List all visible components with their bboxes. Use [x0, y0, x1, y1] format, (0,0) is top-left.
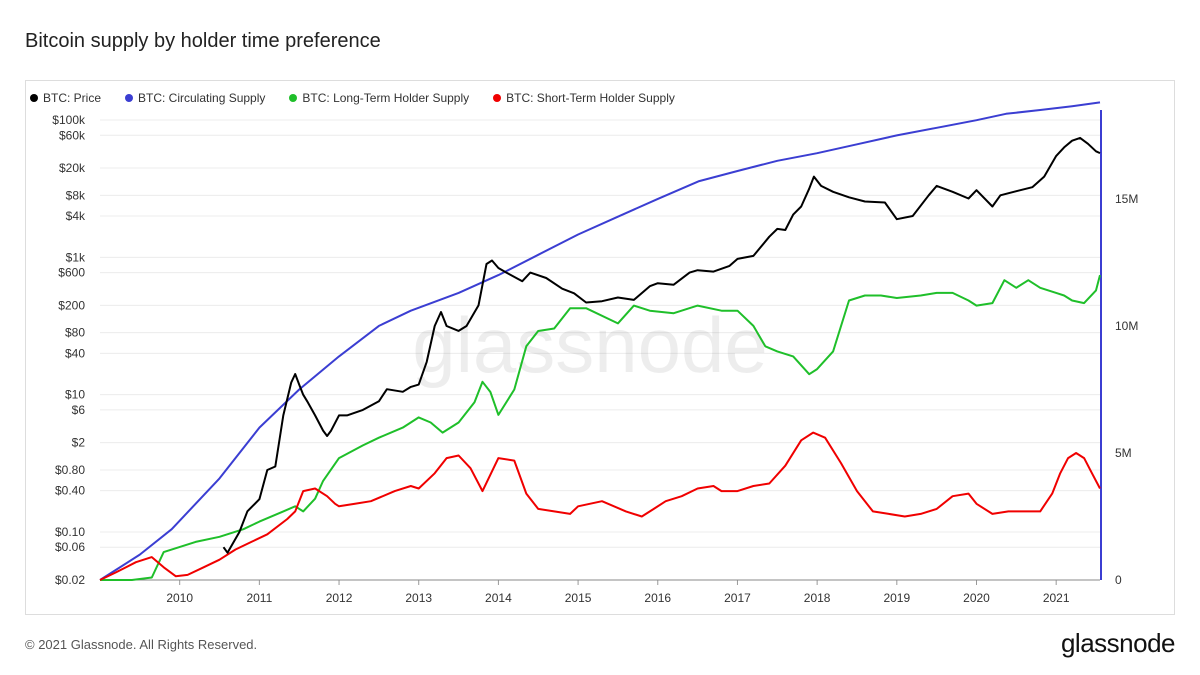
y-left-tick-label: $6 [72, 403, 86, 417]
legend-label-lth: BTC: Long-Term Holder Supply [302, 91, 470, 105]
legend-dot-circulating [125, 94, 134, 102]
y-left-tick-label: $600 [58, 266, 85, 280]
y-left-tick-label: $200 [58, 298, 85, 312]
y-left-tick-label: $20k [59, 161, 86, 175]
x-tick-label: 2019 [883, 591, 910, 605]
y-left-tick-label: $2 [72, 436, 86, 450]
y-left-tick-label: $40 [65, 346, 85, 360]
x-tick-label: 2020 [963, 591, 990, 605]
legend-item-lth[interactable]: BTC: Long-Term Holder Supply [289, 91, 469, 105]
circulating-supply-line [99, 101, 1101, 581]
x-tick-label: 2021 [1043, 591, 1070, 605]
legend-label-sth: BTC: Short-Term Holder Supply [506, 91, 675, 105]
x-tick-label: 2018 [804, 591, 831, 605]
legend-dot-price [30, 94, 38, 102]
y-left-tick-label: $0.06 [55, 540, 85, 554]
page-title: Bitcoin supply by holder time preference [25, 30, 381, 52]
y-left-tick-label: $0.40 [55, 484, 85, 498]
x-tick-label: 2016 [644, 591, 671, 605]
y-right-tick-label: 10M [1115, 319, 1138, 333]
x-tick-label: 2012 [326, 591, 353, 605]
sth-supply-line [99, 431, 1101, 581]
y-left-tick-label: $0.10 [55, 525, 85, 539]
copyright-text: © 2021 Glassnode. All Rights Reserved. [25, 637, 258, 652]
x-tick-label: 2014 [485, 591, 512, 605]
legend-dot-lth [289, 94, 298, 102]
y-left-tick-label: $0.80 [55, 463, 85, 477]
brand-logo: glassnode [1060, 628, 1176, 658]
legend-item-price[interactable]: BTC: Price [30, 91, 101, 105]
lth-supply-line [100, 274, 1101, 581]
chart-panel [25, 80, 1175, 615]
x-tick-label: 2017 [724, 591, 751, 605]
y-left-tick-label: $100k [52, 113, 86, 127]
watermark: glassnode [412, 301, 768, 389]
price-line [222, 136, 1101, 554]
y-left-tick-label: $10 [65, 388, 85, 402]
legend-dot-sth [493, 94, 502, 102]
x-tick-label: 2010 [166, 591, 193, 605]
legend-label-circulating: BTC: Circulating Supply [138, 91, 266, 105]
y-left-tick-label: $4k [66, 209, 86, 223]
y-right-tick-label: 15M [1115, 192, 1138, 206]
legend-item-circulating[interactable]: BTC: Circulating Supply [125, 91, 265, 105]
x-tick-label: 2013 [405, 591, 432, 605]
legend: BTC: Price BTC: Circulating Supply BTC: … [30, 91, 675, 105]
y-left-tick-label: $1k [66, 250, 86, 264]
legend-item-sth[interactable]: BTC: Short-Term Holder Supply [493, 91, 675, 105]
legend-label-price: BTC: Price [43, 91, 102, 105]
y-left-tick-label: $8k [66, 188, 86, 202]
y-left-tick-label: $0.02 [55, 573, 85, 587]
x-tick-label: 2011 [246, 591, 272, 605]
y-right-tick-label: 0 [1115, 573, 1122, 587]
x-tick-label: 2015 [565, 591, 592, 605]
y-left-tick-label: $60k [59, 128, 86, 142]
y-left-tick-label: $80 [65, 326, 85, 340]
y-right-tick-label: 5M [1115, 446, 1132, 460]
